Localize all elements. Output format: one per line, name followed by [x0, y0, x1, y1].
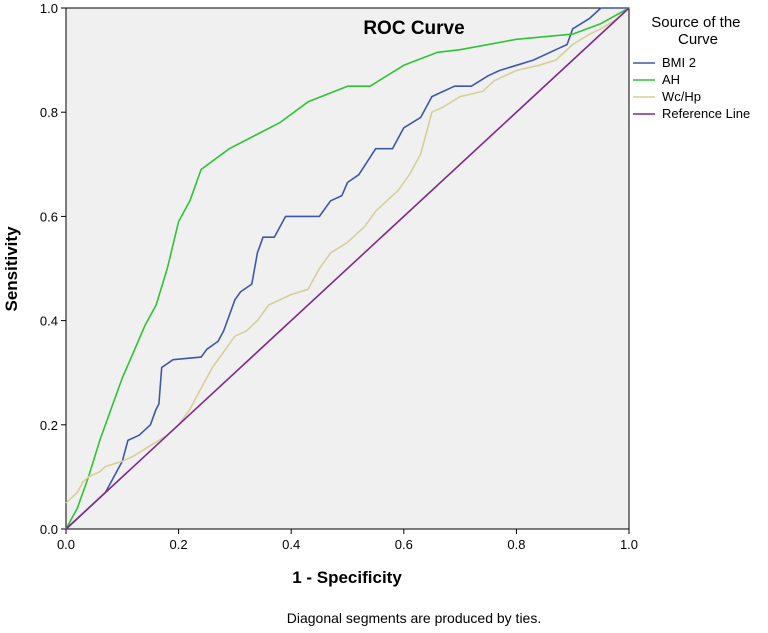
y-tick-label: 0.0 — [40, 522, 58, 537]
legend: Source of the Curve BMI 2 AH Wc/Hp Referenc… — [633, 14, 750, 121]
series-line-bmi-2 — [65, 7, 629, 530]
y-tick-label: 0.4 — [40, 314, 58, 329]
y-tick-label: 0.2 — [40, 418, 58, 433]
y-tick-label: 1.0 — [40, 1, 58, 16]
series-line-wc-hp — [65, 7, 630, 504]
series-line-reference-line — [65, 7, 630, 530]
legend-label-reference-line: Reference Line — [662, 106, 750, 121]
legend-title: Source of the Curve — [651, 14, 744, 48]
series-line-ah — [65, 7, 630, 530]
legend-label-ah: AH — [662, 72, 680, 87]
x-tick-label: 0.6 — [395, 537, 413, 552]
x-tick-label: 1.0 — [620, 537, 638, 552]
x-tick-label: 0.8 — [507, 537, 525, 552]
legend-label-bmi-2: BMI 2 — [662, 55, 696, 70]
y-tick-label: 0.8 — [40, 105, 58, 120]
legend-label-wc-hp: Wc/Hp — [662, 89, 701, 104]
legend-title-line-1: Source of the — [651, 14, 740, 31]
x-tick-label: 0.2 — [170, 537, 188, 552]
chart-title: ROC Curve — [363, 18, 464, 39]
y-axis-title: Sensitivity — [2, 226, 21, 312]
legend-title-line-2: Curve — [678, 31, 718, 48]
x-tick-label: 0.0 — [57, 537, 75, 552]
y-tick-label: 0.6 — [40, 209, 58, 224]
x-tick-label: 0.4 — [282, 537, 300, 552]
footnote: Diagonal segments are produced by ties. — [287, 610, 541, 626]
x-axis-title: 1 - Specificity — [292, 568, 402, 587]
